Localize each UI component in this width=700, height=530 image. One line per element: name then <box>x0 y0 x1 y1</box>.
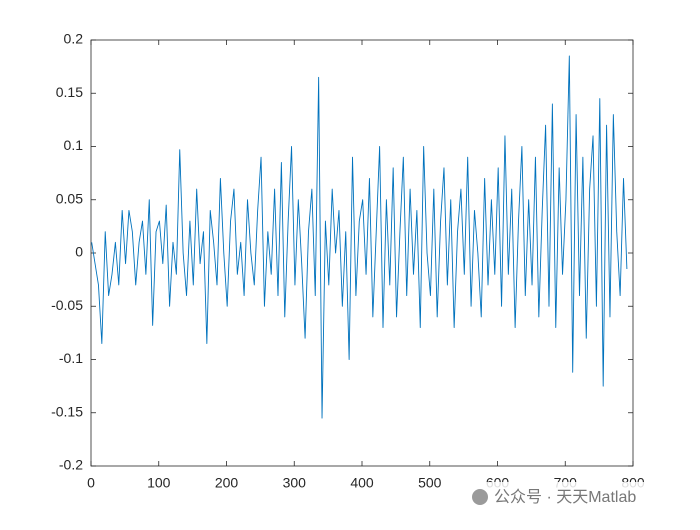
watermark-icon <box>472 489 488 505</box>
axes-box <box>90 39 634 467</box>
x-tick-label: 500 <box>418 475 442 491</box>
y-tick-label: -0.1 <box>59 350 83 366</box>
y-tick-label: 0.15 <box>56 84 83 100</box>
watermark-bg <box>462 482 682 512</box>
data-line <box>91 55 628 419</box>
y-tick-label: 0.1 <box>64 137 84 153</box>
y-tick-label: 0.2 <box>64 31 84 47</box>
y-tick-label: 0.05 <box>56 190 83 206</box>
x-tick-label: 200 <box>215 475 239 491</box>
x-tick-label: 400 <box>350 475 374 491</box>
watermark: 公众号 · 天天Matlab <box>494 488 636 506</box>
x-tick-label: 100 <box>147 475 171 491</box>
y-tick-label: -0.2 <box>59 457 83 473</box>
y-tick-label: -0.05 <box>51 297 83 313</box>
x-tick-label: 0 <box>87 475 95 491</box>
y-tick-label: -0.15 <box>51 403 83 419</box>
y-tick-label: 0 <box>75 244 83 260</box>
x-tick-label: 300 <box>283 475 307 491</box>
